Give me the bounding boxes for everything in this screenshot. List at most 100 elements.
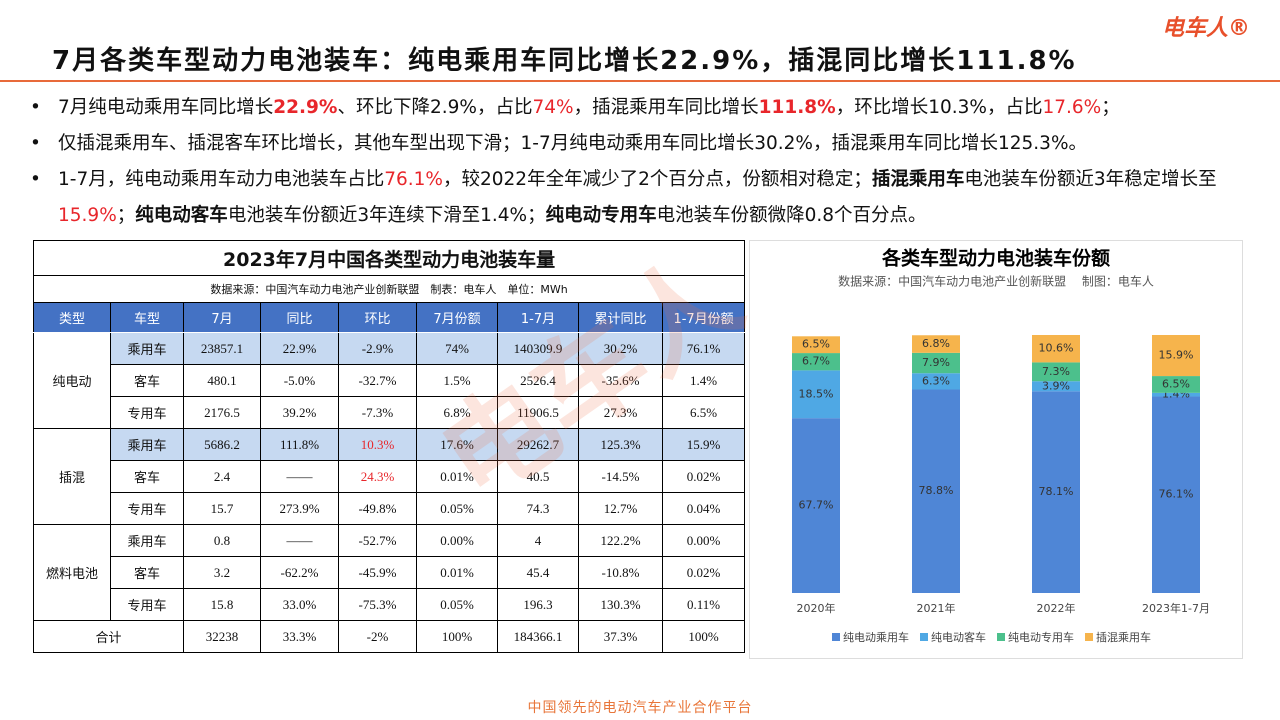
table-cell: 23857.1 bbox=[183, 332, 261, 365]
table-cell: 40.5 bbox=[497, 460, 579, 493]
table-cell: 27.3% bbox=[578, 396, 663, 429]
bar-segment bbox=[912, 335, 960, 353]
table-cell: 专用车 bbox=[110, 396, 184, 429]
bar-segment bbox=[792, 418, 840, 593]
table-cell: 0.00% bbox=[416, 524, 498, 557]
data-label: 6.8% bbox=[922, 337, 950, 350]
table-cell: —— bbox=[260, 460, 339, 493]
table-cell: 24.3% bbox=[338, 460, 417, 493]
bullet-text: 111.8% bbox=[758, 97, 836, 118]
table-row: 客车 480.1 -5.0% -32.7% 1.5% 2526.4 -35.6% 1.4% bbox=[34, 364, 746, 397]
table-cell: 74.3 bbox=[497, 492, 579, 525]
table-cell: 乘用车 bbox=[110, 428, 184, 461]
bullet-text: ，较2022年全年减少了2个百分点，份额相对稳定； bbox=[443, 169, 872, 190]
chart-title: 各类车型动力电池装车份额 bbox=[881, 247, 1110, 270]
table-cell: 6.8% bbox=[416, 396, 498, 429]
table-cell: 2176.5 bbox=[183, 396, 261, 429]
data-label: 6.3% bbox=[922, 374, 950, 387]
table-cell: 乘用车 bbox=[110, 524, 184, 557]
total-cell: 100% bbox=[416, 620, 498, 653]
table-cell: 22.9% bbox=[260, 332, 339, 365]
table-cell: 125.3% bbox=[578, 428, 663, 461]
total-cell: 32238 bbox=[183, 620, 261, 653]
data-table: 2023年7月中国各类型动力电池装车量 数据来源：中国汽车动力电池产业创新联盟 制… bbox=[32, 240, 746, 653]
group-cell: 纯电动 bbox=[33, 332, 111, 429]
bar-segment bbox=[1152, 396, 1200, 593]
header-cell: 类型 bbox=[33, 302, 111, 333]
data-label: 15.9% bbox=[1159, 349, 1194, 362]
bullet-text: ； bbox=[116, 205, 136, 226]
table-source: 数据来源：中国汽车动力电池产业创新联盟 制表：电车人 单位：MWh bbox=[32, 275, 746, 303]
bar-segment bbox=[1032, 391, 1080, 593]
bullet-text: 电池装车份额微降0.8个百分点。 bbox=[656, 205, 927, 226]
bullet-list: 7月纯电动乘用车同比增长22.9%、环比下降2.9%，占比74%，插混乘用车同比… bbox=[28, 90, 1258, 234]
table-cell: 15.9% bbox=[661, 428, 746, 461]
table-cell: -52.7% bbox=[338, 524, 417, 557]
table-cell: 客车 bbox=[110, 364, 184, 397]
bar-segment bbox=[1152, 376, 1200, 393]
bar-segment bbox=[1152, 392, 1200, 397]
data-label: 7.9% bbox=[922, 356, 950, 369]
table-source-row: 数据来源：中国汽车动力电池产业创新联盟 制表：电车人 单位：MWh bbox=[32, 275, 746, 303]
total-row: 合计 32238 33.3% -2% 100% 184366.1 37.3% 100% bbox=[33, 620, 746, 653]
bullet: 7月纯电动乘用车同比增长22.9%、环比下降2.9%，占比74%，插混乘用车同比… bbox=[28, 90, 1258, 126]
table-cell: 2526.4 bbox=[497, 364, 579, 397]
bar-segment bbox=[792, 353, 840, 371]
table-cell: 客车 bbox=[110, 556, 184, 589]
bar-segment bbox=[912, 389, 960, 593]
data-label: 6.5% bbox=[802, 338, 830, 351]
table-row: 专用车 2176.5 39.2% -7.3% 6.8% 11906.5 27.3% 6.5% bbox=[34, 396, 746, 429]
table-cell: -7.3% bbox=[338, 396, 417, 429]
table-cell: 11906.5 bbox=[497, 396, 579, 429]
table-cell: 0.01% bbox=[416, 460, 498, 493]
table-cell: 0.11% bbox=[661, 588, 746, 621]
data-label: 67.7% bbox=[799, 499, 834, 512]
table-row: 燃料电池 乘用车 0.8 —— -52.7% 0.00% 4 122.2% 0.00% bbox=[33, 524, 746, 621]
table-cell: 140309.9 bbox=[497, 332, 579, 365]
table-cell: 1.4% bbox=[661, 364, 746, 397]
legend-swatch bbox=[997, 633, 1005, 641]
table-cell: 122.2% bbox=[578, 524, 663, 557]
table-cell: -10.8% bbox=[578, 556, 663, 589]
bar-segment bbox=[792, 336, 840, 354]
table-cell: 1.5% bbox=[416, 364, 498, 397]
table-cell: 6.5% bbox=[661, 396, 746, 429]
table-cell: 5686.2 bbox=[183, 428, 261, 461]
table-row: 纯电动 乘用车 23857.1 22.9% -2.9% 74% 140309.9 30.2% 7… bbox=[33, 332, 746, 429]
table-cell: 0.8 bbox=[183, 524, 261, 557]
table-cell: 39.2% bbox=[260, 396, 339, 429]
bar-segment bbox=[1032, 381, 1080, 392]
table-cell: 4 bbox=[497, 524, 579, 557]
bullet: 1-7月，纯电动乘用车动力电池装车占比76.1%，较2022年全年减少了2个百分… bbox=[28, 162, 1258, 234]
bullet-text: 电池装车份额近3年稳定增长至 bbox=[964, 169, 1217, 190]
legend-label: 纯电动客车 bbox=[931, 630, 986, 644]
bullet-text: 仅插混乘用车、插混客车环比增长，其他车型出现下滑；1-7月纯电动乘用车同比增长3… bbox=[58, 133, 1088, 154]
total-cell: 100% bbox=[661, 620, 746, 653]
table-cell: -62.2% bbox=[260, 556, 339, 589]
bullet-text: 74% bbox=[532, 97, 574, 118]
header-row: 类型 车型 7月 同比 环比 7月份额 1-7月 累计同比 1-7月份额 bbox=[33, 302, 746, 333]
table-cell: 45.4 bbox=[497, 556, 579, 589]
table-cell: -2.9% bbox=[338, 332, 417, 365]
legend-swatch bbox=[920, 633, 928, 641]
bar-segment bbox=[912, 373, 960, 390]
legend-swatch bbox=[1085, 633, 1093, 641]
table-cell: 0.02% bbox=[661, 556, 746, 589]
table-title: 2023年7月中国各类型动力电池装车量 bbox=[32, 240, 746, 276]
table-cell: -35.6% bbox=[578, 364, 663, 397]
title-rule bbox=[0, 80, 1280, 82]
table-cell: -49.8% bbox=[338, 492, 417, 525]
table-cell: 130.3% bbox=[578, 588, 663, 621]
table-cell: 12.7% bbox=[578, 492, 663, 525]
x-tick-label: 2022年 bbox=[1037, 601, 1076, 615]
table-cell: 0.04% bbox=[661, 492, 746, 525]
header-cell: 车型 bbox=[110, 302, 184, 333]
header-cell: 1-7月 bbox=[497, 302, 579, 333]
data-label: 18.5% bbox=[799, 387, 834, 400]
table-cell: 专用车 bbox=[110, 588, 184, 621]
data-label: 6.5% bbox=[1162, 377, 1190, 390]
data-label: 78.8% bbox=[919, 484, 954, 497]
bar-segment bbox=[1032, 362, 1080, 382]
bullet-text: 纯电动专用车 bbox=[545, 205, 657, 226]
bullet-text: 22.9% bbox=[273, 97, 338, 118]
